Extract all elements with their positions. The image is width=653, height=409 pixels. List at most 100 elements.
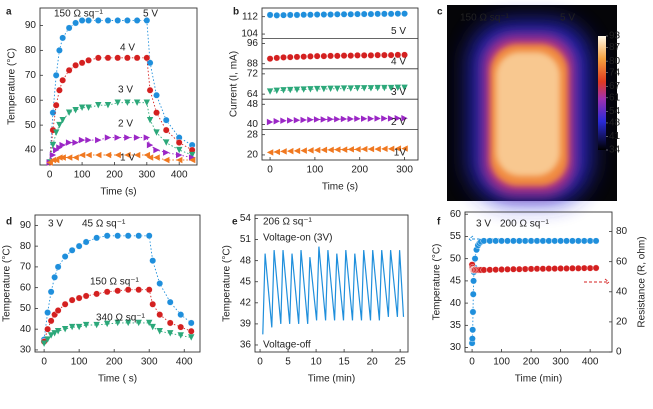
data-point [287,86,294,94]
data-point [300,116,307,124]
data-point [347,115,354,123]
data-point [539,265,547,273]
data-point [533,237,541,245]
data-point [327,146,334,154]
data-point [143,17,151,24]
data-point [44,309,52,316]
data-point [52,101,60,109]
x-tick-label: 5 [285,357,291,368]
data-point [374,84,381,92]
data-point [78,136,86,144]
data-point [146,319,153,327]
data-point [498,266,506,273]
colorbar-tick-label: 34 [609,145,621,156]
data-point [75,294,83,302]
data-point [469,326,477,334]
data-point [149,300,157,308]
plot-frame [254,214,409,353]
data-point [374,10,382,18]
data-point [146,141,154,149]
data-point [574,264,582,272]
y-tick-label: 72 [247,69,259,80]
data-point [394,145,402,152]
data-point [85,151,92,159]
x-tick-label: 300 [138,170,155,181]
data-point [280,148,287,155]
data-point [394,10,402,18]
y-tick-label: 104 [241,29,258,40]
data-point [65,154,73,161]
data-point [133,151,141,159]
data-point [78,151,86,159]
data-point [59,141,66,149]
data-point [367,85,375,92]
data-point [153,129,160,136]
data-line [471,240,597,344]
data-point [78,59,86,67]
data-point [280,54,287,61]
x-tick-label: 100 [74,170,91,181]
data-point [72,19,80,27]
data-point [381,115,388,122]
data-point [580,237,588,245]
data-point [563,237,570,245]
series-label: 3 V [118,85,133,96]
data-point [340,146,348,153]
data-point [280,11,287,19]
data-point [156,280,164,287]
y-tick-label: 48 [240,255,252,266]
x-tick-label: 400 [171,170,188,181]
data-point [51,330,58,337]
data-line [43,235,192,340]
data-point [266,55,274,63]
annotation: Voltage-off [263,340,311,351]
y-tick-label: 40 [25,145,37,156]
y-tick-label: 112 [242,11,258,22]
data-point [361,85,368,92]
annotation: 3 V [476,219,491,230]
y-tick-label: 54 [240,213,252,224]
data-point [313,85,321,93]
data-point [143,134,151,141]
series-label: 2 V [118,119,133,130]
data-point [104,151,112,159]
data-point [551,265,559,273]
data-point [510,237,517,245]
data-point [49,109,57,117]
data-point [61,300,69,308]
data-point [592,237,600,245]
data-point [65,109,73,116]
data-point [340,85,348,92]
data-point [162,126,170,134]
panel-letter: e [232,217,238,228]
data-point [367,51,375,59]
data-point [133,54,141,62]
x-tick-label: 20 [367,357,379,368]
y-tick-label: 20 [247,150,259,161]
data-point [374,115,381,122]
y-tick-label: 80 [20,241,32,252]
data-point [52,129,60,136]
data-point [394,115,402,122]
data-point [175,156,183,164]
data-point [149,323,156,331]
data-point [166,319,174,327]
data-point [533,265,541,273]
series-label: 45 Ω sq⁻¹ [82,219,126,230]
y2-tick-label: 60 [616,256,628,267]
series-label: 1V [394,148,407,159]
data-point [539,237,547,245]
data-point [51,273,59,281]
data-point [320,116,328,123]
data-point [146,59,154,67]
data-line [262,246,405,335]
data-point [61,325,69,333]
data-point [143,99,151,106]
data-point [177,332,184,339]
data-point [381,145,388,153]
data-point [52,146,60,154]
data-point [307,86,314,93]
data-point [103,232,111,240]
colorbar-tick-label: 67 [609,81,621,92]
data-point [104,17,112,24]
